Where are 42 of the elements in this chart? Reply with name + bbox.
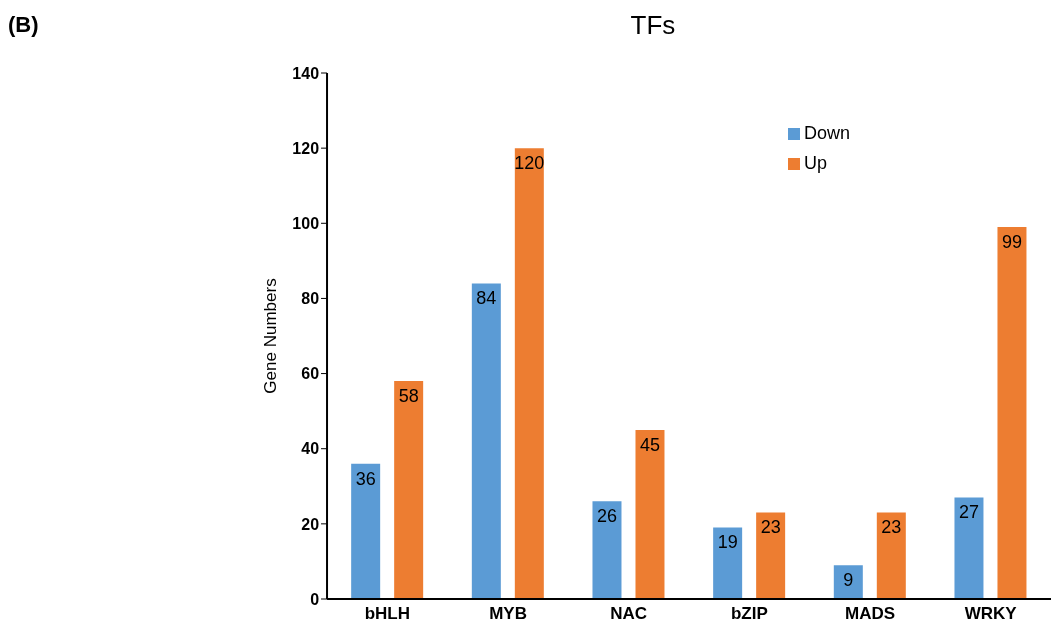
bar <box>954 497 984 599</box>
y-tick-label: 20 <box>301 515 320 533</box>
bar <box>713 527 743 599</box>
x-tick-label: MYB <box>489 604 527 624</box>
text: (B) <box>8 12 39 38</box>
data-label: 26 <box>596 506 617 527</box>
data-label: 19 <box>717 532 738 553</box>
data-label: 27 <box>958 502 979 523</box>
y-axis-title: Gene Numbers <box>261 278 281 394</box>
data-label: 58 <box>398 385 419 406</box>
y-tick-label: 60 <box>301 365 320 383</box>
data-label: 120 <box>514 152 545 173</box>
y-tick-label: 100 <box>292 214 320 232</box>
legend-label: Up <box>804 153 828 173</box>
x-tick-label: bHLH <box>364 604 411 624</box>
data-label: 45 <box>639 434 660 455</box>
bar <box>635 429 665 599</box>
chart-title: TFs <box>629 10 677 41</box>
bar <box>592 501 622 599</box>
data-label: 84 <box>476 288 497 309</box>
data-label: 23 <box>881 517 902 538</box>
y-tick-label: 40 <box>301 440 320 458</box>
bar <box>876 512 906 599</box>
data-label: 9 <box>843 569 854 590</box>
bar <box>514 148 544 599</box>
bar <box>394 381 424 599</box>
y-tick-label: 80 <box>301 290 320 308</box>
legend-label: Down <box>804 123 851 143</box>
y-tick-label: 140 <box>292 64 320 82</box>
y-tick-label: 0 <box>310 590 320 608</box>
bar <box>997 227 1027 599</box>
x-tick-label: NAC <box>610 604 648 624</box>
data-label: 99 <box>1001 231 1022 252</box>
y-tick-label: 120 <box>292 139 320 157</box>
x-tick-label: MADS <box>844 604 896 624</box>
x-tick-label: bZIP <box>730 604 768 624</box>
data-label: 36 <box>355 468 376 489</box>
bar <box>471 283 501 599</box>
data-label: 23 <box>760 517 781 538</box>
bar <box>756 512 786 599</box>
x-tick-label: WRKY <box>964 604 1018 624</box>
bar <box>351 463 381 599</box>
